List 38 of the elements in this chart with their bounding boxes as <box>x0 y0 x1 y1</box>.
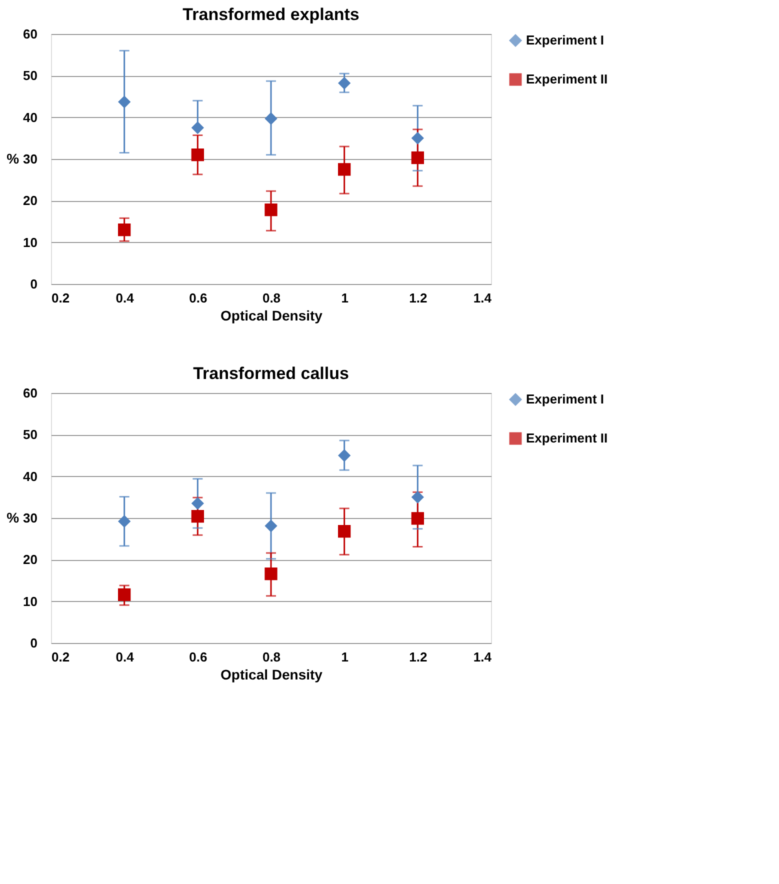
y-tick-label: 60 <box>23 386 38 400</box>
y-tick-label: 60 <box>23 26 38 42</box>
legend-label: Experiment I <box>526 32 604 48</box>
chart-title: Transformed explants <box>182 5 360 24</box>
y-tick-label: 0 <box>30 636 38 650</box>
y-tick-label: 0 <box>30 276 38 292</box>
x-axis-title: Optical Density <box>220 666 323 682</box>
y-tick-label: 40 <box>23 468 38 484</box>
y-tick-label: 20 <box>23 552 38 568</box>
x-tick-label: 0.8 <box>262 290 281 306</box>
x-tick-label: 0.8 <box>262 650 281 664</box>
x-tick-label: 0.2 <box>52 650 70 664</box>
x-tick-label: 1.4 <box>473 290 492 306</box>
legend-label: Experiment I <box>526 392 604 406</box>
x-tick-label: 1.4 <box>473 650 492 664</box>
y-tick-label: 50 <box>23 427 38 442</box>
x-tick-label: 1.2 <box>409 650 428 664</box>
x-tick-label: 0.6 <box>189 650 208 664</box>
y-tick-label: 20 <box>23 193 38 208</box>
y-axis-title: % <box>6 150 20 166</box>
y-axis-title: % <box>6 510 20 526</box>
y-tick-label: 30 <box>23 510 38 526</box>
x-tick-label: 0.2 <box>52 290 70 306</box>
x-tick-label: 1 <box>341 650 348 664</box>
y-tick-label: 10 <box>23 234 38 250</box>
y-tick-label: 50 <box>23 68 38 84</box>
y-tick-label: 30 <box>23 152 38 166</box>
legend-label: Experiment II <box>526 72 608 86</box>
legend-label: Experiment II <box>526 430 608 446</box>
x-tick-label: 1.2 <box>409 290 428 306</box>
y-tick-label: 40 <box>23 110 38 125</box>
x-tick-label: 0.6 <box>189 290 208 306</box>
x-tick-label: 1 <box>341 290 348 306</box>
chart-title: Transformed callus <box>193 364 349 383</box>
y-tick-label: 10 <box>23 594 38 609</box>
x-tick-label: 0.4 <box>116 290 135 306</box>
x-tick-label: 0.4 <box>116 650 135 664</box>
x-axis-title: Optical Density <box>220 308 323 324</box>
